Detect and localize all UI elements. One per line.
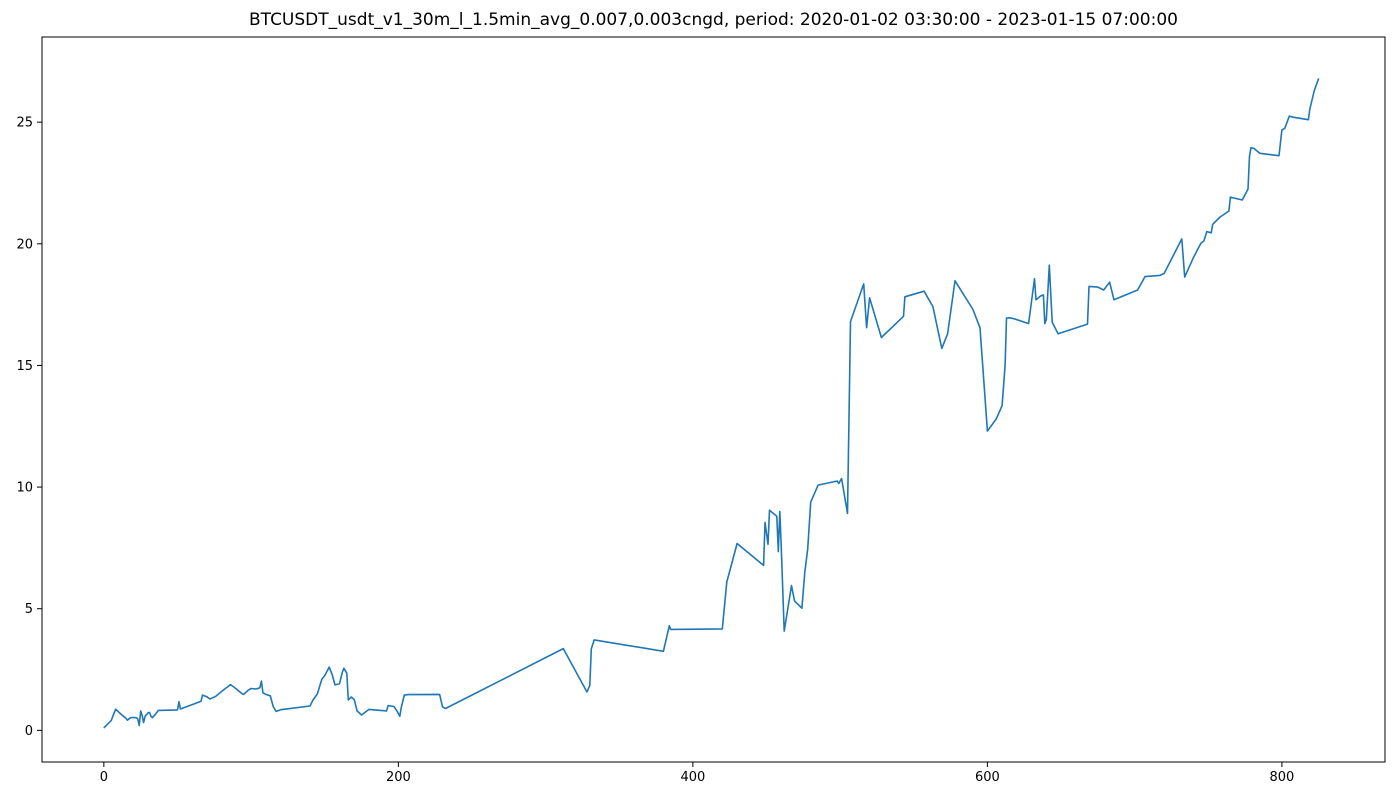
plot-area	[103, 78, 1320, 729]
x-tick-label: 400	[680, 770, 705, 785]
x-tick-label: 600	[975, 770, 1000, 785]
x-tick-label: 0	[100, 770, 108, 785]
y-tick-label: 0	[25, 724, 33, 739]
axes-frame	[41, 36, 1386, 763]
x-tick-label: 800	[1270, 770, 1295, 785]
y-tick-label: 5	[25, 602, 33, 617]
chart-title: BTCUSDT_usdt_v1_30m_l_1.5min_avg_0.007,0…	[249, 10, 1178, 30]
y-tick-label: 15	[16, 359, 33, 374]
axes: 0 200 400 600 800 0 5 10 15 20 25	[16, 36, 1386, 785]
series-line	[103, 78, 1320, 729]
y-tick-label: 10	[16, 481, 33, 496]
y-tick-label: 20	[16, 237, 33, 252]
x-tick-label: 200	[386, 770, 411, 785]
y-tick-label: 25	[16, 116, 33, 131]
